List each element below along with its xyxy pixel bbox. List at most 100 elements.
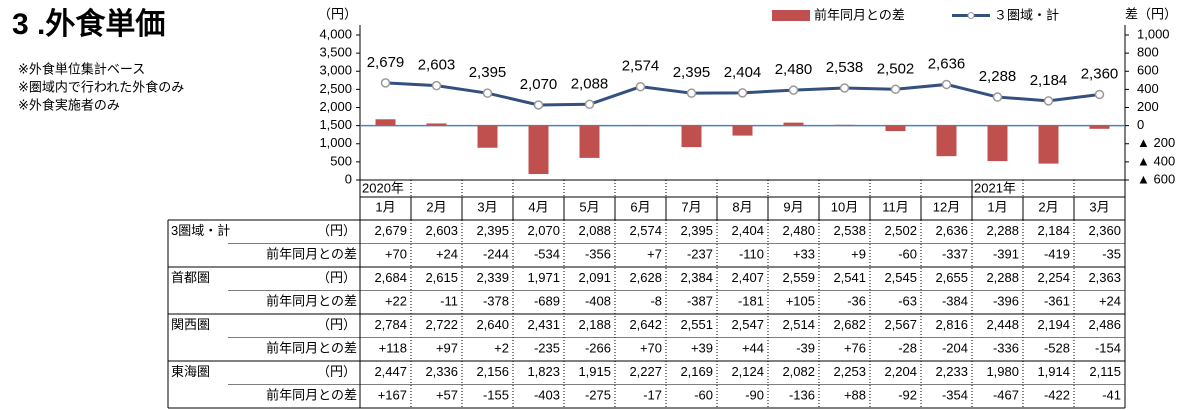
cell: -384: [942, 294, 968, 309]
cell: -155: [483, 388, 509, 403]
y-tick-label: 3,000: [319, 63, 352, 78]
bar: [477, 125, 498, 148]
cell: 2,253: [833, 364, 866, 379]
y2-axis-label: 差（円）: [1125, 6, 1177, 21]
bar: [579, 125, 600, 158]
cell: 2,233: [935, 364, 968, 379]
cell: -36: [847, 294, 866, 309]
x-tick-label: 3月: [477, 199, 497, 214]
cell: 1,914: [1037, 364, 1070, 379]
cell: 2,628: [629, 270, 662, 285]
cell: +88: [844, 388, 866, 403]
cell: -356: [585, 247, 611, 262]
cell: -422: [1044, 388, 1070, 403]
cell: -689: [534, 294, 560, 309]
data-label: 2,288: [979, 68, 1017, 85]
legend-label: 前年同月との差: [814, 7, 905, 22]
y-tick-label: 1,500: [319, 117, 352, 132]
cell: +22: [385, 294, 407, 309]
row-label: 首都圏: [171, 270, 210, 285]
row-label: 前年同月との差: [266, 294, 357, 309]
x-tick-label: 6月: [630, 199, 650, 214]
x-tick-label: 2月: [1038, 199, 1058, 214]
data-label: 2,088: [571, 75, 609, 92]
cell: -11: [440, 294, 458, 309]
cell: +39: [691, 341, 713, 356]
cell: -17: [643, 388, 662, 403]
cell: 2,124: [731, 364, 764, 379]
cell: 2,640: [476, 317, 509, 332]
cell: +24: [436, 247, 458, 262]
row-unit: （円）: [317, 270, 356, 285]
cell: 2,169: [680, 364, 713, 379]
note: ※圏域内で行われた外食のみ: [18, 79, 184, 94]
cell: +118: [379, 341, 407, 356]
x-tick-label: 1月: [987, 199, 1007, 214]
marker: [941, 79, 952, 90]
marker: [431, 80, 442, 91]
data-label: 2,070: [520, 76, 558, 93]
marker: [737, 88, 748, 98]
marker: [482, 88, 493, 98]
y2-tick-label: ▲ 200: [1137, 135, 1175, 150]
cell: +167: [378, 388, 407, 403]
data-label: 2,404: [724, 64, 762, 81]
cell: +44: [742, 341, 764, 356]
x-tick-label: 10月: [831, 199, 858, 214]
cell: 2,115: [1089, 364, 1121, 379]
y-axis-label: （円）: [318, 6, 357, 21]
year-label: 2021年: [974, 180, 1016, 195]
cell: 2,447: [374, 364, 407, 379]
bar: [987, 125, 1008, 162]
x-tick-label: 3月: [1089, 199, 1109, 214]
cell: -60: [898, 247, 917, 262]
cell: 1,980: [986, 364, 1019, 379]
legend-label: ３圏域・計: [994, 7, 1059, 22]
y2-tick-label: 400: [1137, 81, 1159, 96]
cell: -403: [534, 388, 560, 403]
cell: 2,502: [884, 223, 917, 238]
cell: 2,545: [884, 270, 917, 285]
bar: [885, 125, 906, 132]
cell: -528: [1044, 341, 1070, 356]
cell: -534: [534, 247, 560, 262]
cell: -337: [942, 247, 968, 262]
note: ※外食単位集計ベース: [18, 61, 145, 76]
row-unit: （円）: [317, 223, 356, 238]
cell: -275: [585, 388, 611, 403]
cell: 2,156: [476, 364, 509, 379]
cell: -378: [483, 294, 509, 309]
cell: 2,567: [884, 317, 917, 332]
cell: 2,395: [476, 223, 509, 238]
y-tick-label: 2,500: [319, 81, 352, 96]
cell: 2,227: [629, 364, 662, 379]
cell: 2,360: [1088, 223, 1121, 238]
cell: -467: [993, 388, 1019, 403]
cell: 2,486: [1088, 317, 1121, 332]
cell: 2,603: [425, 223, 458, 238]
cell: -387: [687, 294, 713, 309]
y-tick-label: 2,000: [319, 99, 352, 114]
marker: [1094, 89, 1105, 100]
marker: [635, 81, 646, 92]
cell: 2,407: [731, 270, 764, 285]
cell: 2,082: [782, 364, 815, 379]
data-label: 2,574: [622, 58, 660, 75]
cell: +105: [786, 294, 815, 309]
bar: [681, 125, 702, 148]
cell: 2,431: [527, 317, 560, 332]
y-tick-label: 4,000: [319, 26, 352, 41]
row-label: 東海圏: [171, 364, 210, 379]
cell: 2,384: [680, 270, 713, 285]
cell: 2,514: [782, 317, 815, 332]
row-unit: （円）: [317, 317, 356, 332]
legend-swatch: [772, 10, 810, 21]
cell: 2,684: [374, 270, 407, 285]
cell: -391: [993, 247, 1019, 262]
marker: [788, 85, 799, 95]
marker: [890, 84, 901, 95]
cell: 2,559: [782, 270, 815, 285]
cell: -235: [534, 341, 560, 356]
row-label: 前年同月との差: [266, 388, 357, 403]
marker: [686, 88, 697, 98]
